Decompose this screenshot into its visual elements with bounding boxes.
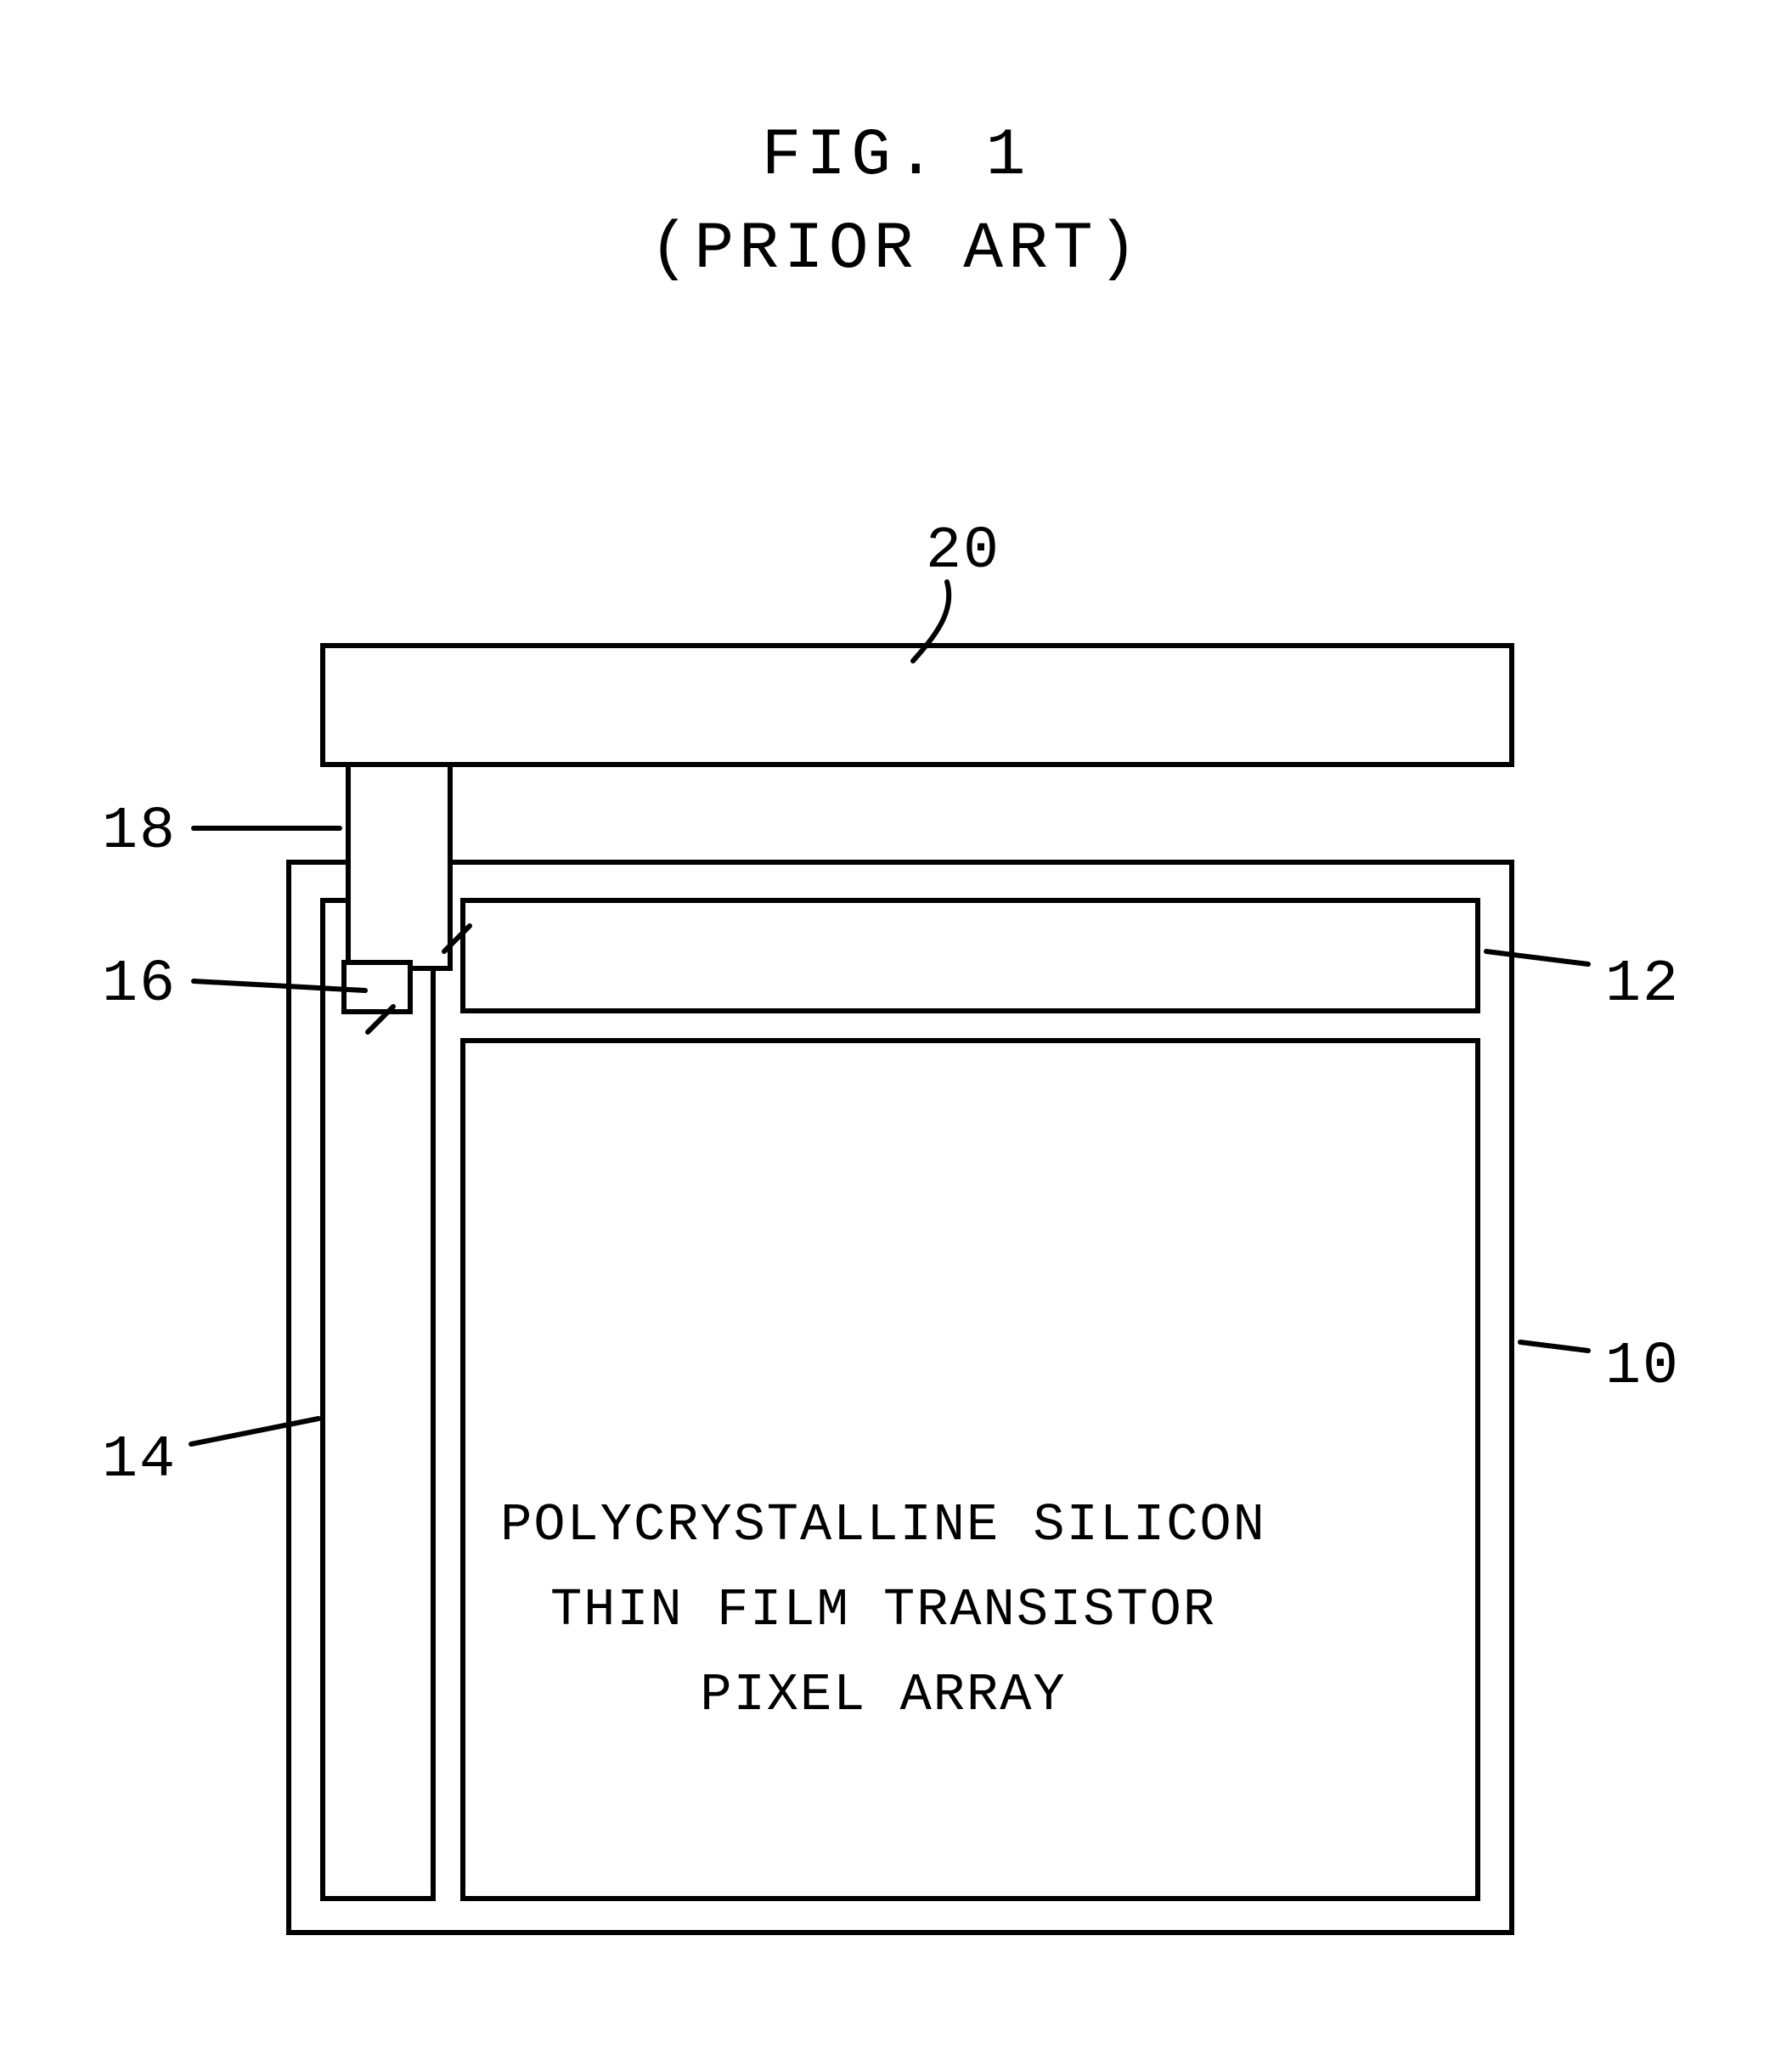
pixel-array-line1: POLYCRYSTALLINE SILICON [500,1495,1266,1555]
callout-20: 20 [926,518,1000,585]
callout-18: 18 [102,798,177,866]
pixel-array-line3: PIXEL ARRAY [700,1665,1066,1725]
callout-12: 12 [1605,951,1680,1019]
callout-16: 16 [102,951,177,1019]
diagram-svg [0,0,1792,2054]
diagram-canvas: FIG. 1 (PRIOR ART) 20 18 16 12 14 10 POL… [0,0,1792,2054]
callout-14: 14 [102,1427,177,1494]
callout-10: 10 [1605,1334,1680,1401]
pixel-array-line2: THIN FILM TRANSISTOR [550,1580,1216,1640]
